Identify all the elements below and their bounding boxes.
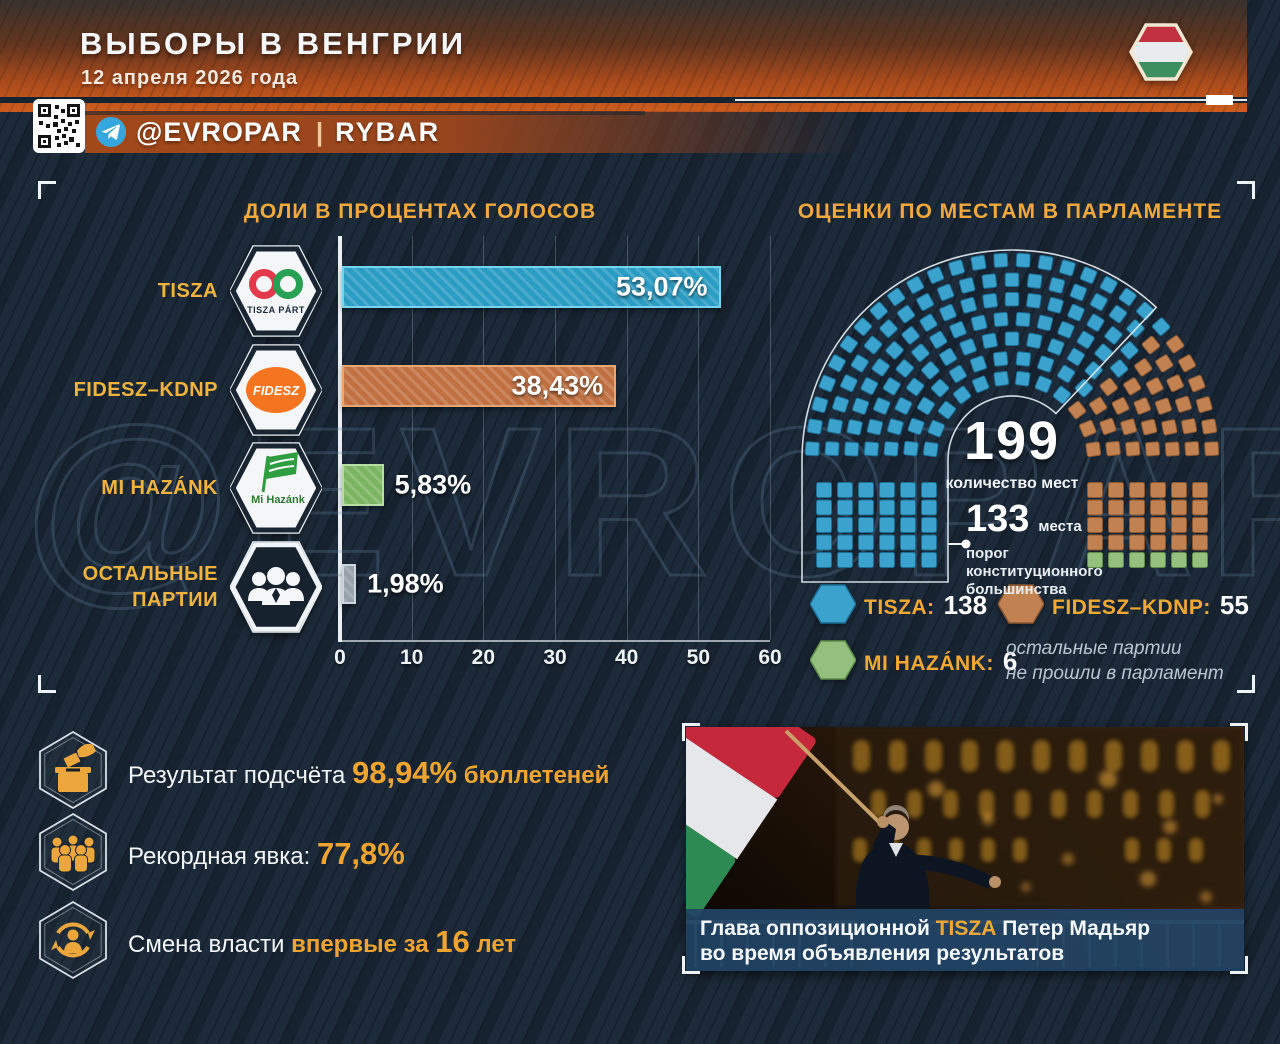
qr-code [33, 99, 85, 153]
fact-power-change: Смена власти впервые за 16 лет [128, 924, 517, 959]
photo-bracket-top-left [682, 723, 700, 741]
fidesz-logo-text: FIDESZ [253, 383, 300, 398]
bar-row-fidesz: 38,43% [342, 365, 770, 407]
bar-value-tisza: 53,07% [615, 271, 708, 302]
brand-logo-text: RYBAR [335, 116, 441, 147]
page-title: ВЫБОРЫ В ВЕНГРИИ [80, 26, 467, 61]
bar-row-others: 1,98% [342, 564, 770, 604]
frame-bracket-bottom-right [1237, 675, 1255, 693]
legend-note-line2: не прошли в парламент [1006, 663, 1224, 684]
legend-label-tisza: TISZA: [864, 596, 935, 619]
party-label-mihazank: MI HAZÁNK [101, 477, 218, 499]
ballot-box-icon [36, 730, 110, 815]
tisza-logo-text: TISZA PÁRT [247, 305, 305, 315]
party-label-others: ОСТАЛЬНЫЕ ПАРТИИ [82, 563, 218, 611]
vote-bar-mihazank: 5,83% [342, 464, 471, 506]
header-divider-line [0, 97, 1247, 103]
legend-seats-tisza: 138 [943, 590, 988, 620]
photo-caption: Глава оппозиционной TISZA Петер Мадьяр в… [686, 909, 1244, 971]
vote-bar-tisza: 53,07% [342, 266, 721, 308]
x-axis-line [338, 640, 770, 642]
parliament-total-caption: количество мест [945, 475, 1079, 492]
parliament-total-seats: 199 [963, 411, 1061, 471]
legend-entry-fidesz: FIDESZ–KDNP: 55 [1052, 590, 1249, 621]
legend-seats-fidesz: 55 [1219, 590, 1249, 620]
caption-line1: Глава оппозиционной TISZA Петер Мадьяр [700, 917, 1151, 940]
vote-chart-plot: 53,07% 38,43% 5,83% 1,98% [338, 236, 771, 642]
parliament-seat-chart [801, 249, 1220, 583]
photo-bracket-bottom-right [1230, 956, 1248, 974]
telegram-strip: @EVROPAR | RYBAR [85, 111, 885, 153]
header-accent-dash [1206, 95, 1233, 105]
fact-ballots: Результат подсчёта 98,94% бюллетеней [128, 755, 610, 790]
frame-bracket-bottom-left [38, 675, 56, 693]
fact-turnout: Рекордная явка: 77,8% [128, 836, 405, 871]
caption-line2: во время объявления результатов [700, 942, 1065, 965]
mihazank-logo: Mi Hazánk [229, 440, 323, 541]
bar-value-others: 1,98% [367, 568, 444, 599]
frame-bracket-top-left [38, 181, 56, 199]
y-axis-line [338, 236, 342, 642]
bar-value-mihazank: 5,83% [394, 469, 472, 500]
photo-bracket-bottom-left [682, 956, 700, 974]
legend-hex-tisza [809, 584, 857, 629]
threshold-value-row: 133 места [966, 498, 1082, 541]
header: ВЫБОРЫ В ВЕНГРИИ 12 апреля 2026 года [0, 0, 1247, 112]
bar-value-fidesz: 38,43% [511, 370, 604, 401]
legend-note-line1: остальные партии [1006, 638, 1182, 659]
legend-hex-mihazank [809, 640, 857, 685]
fidesz-logo: FIDESZ [229, 342, 323, 443]
strip-divider: | [315, 116, 324, 147]
threshold-unit: места [1038, 518, 1082, 535]
party-label-tisza: TISZA [157, 280, 218, 302]
other-parties-icon [229, 539, 323, 640]
legend-entry-mihazank: MI HAZÁNK: 6 [864, 646, 1017, 677]
frame-bracket-top-right [1237, 181, 1255, 199]
photo-peter-magyar: Глава оппозиционной TISZA Петер Мадьяр в… [686, 727, 1244, 971]
photo-bracket-top-right [1230, 723, 1248, 741]
legend-entry-tisza: TISZA: 138 [864, 590, 987, 621]
threshold-value: 133 [966, 498, 1030, 540]
vote-bar-others: 1,98% [342, 564, 444, 604]
hungary-flag-icon [1128, 21, 1194, 88]
mihazank-logo-text: Mi Hazánk [251, 494, 306, 506]
bar-row-tisza: 53,07% [342, 266, 770, 308]
telegram-icon [95, 116, 127, 148]
page-subtitle-date: 12 апреля 2026 года [81, 67, 299, 89]
legend-label-fidesz: FIDESZ–KDNP: [1052, 596, 1211, 619]
crowd-icon [36, 812, 110, 897]
vote-chart-title: ДОЛИ В ПРОЦЕНТАХ ГОЛОСОВ [243, 200, 597, 223]
power-change-icon [36, 900, 110, 985]
parliament-chart-title: ОЦЕНКИ ПО МЕСТАМ В ПАРЛАМЕНТЕ [797, 200, 1223, 223]
legend-label-mihazank: MI HAZÁNK: [864, 652, 994, 675]
threshold-caption: порог конституционного большинства [966, 545, 1103, 598]
bar-row-mihazank: 5,83% [342, 464, 770, 506]
header-accent-line [735, 99, 1247, 101]
vote-bar-fidesz: 38,43% [342, 365, 617, 407]
legend-note: остальные партии не прошли в парламент [1006, 636, 1224, 686]
tisza-logo: TISZA PÁRT [229, 243, 323, 344]
x-axis-ticks: 0 10 20 30 40 50 60 [334, 646, 782, 669]
party-label-fidesz: FIDESZ–KDNP [73, 379, 218, 401]
telegram-handle: @EVROPAR [136, 116, 302, 147]
legend-seats-mihazank: 6 [1002, 646, 1018, 676]
